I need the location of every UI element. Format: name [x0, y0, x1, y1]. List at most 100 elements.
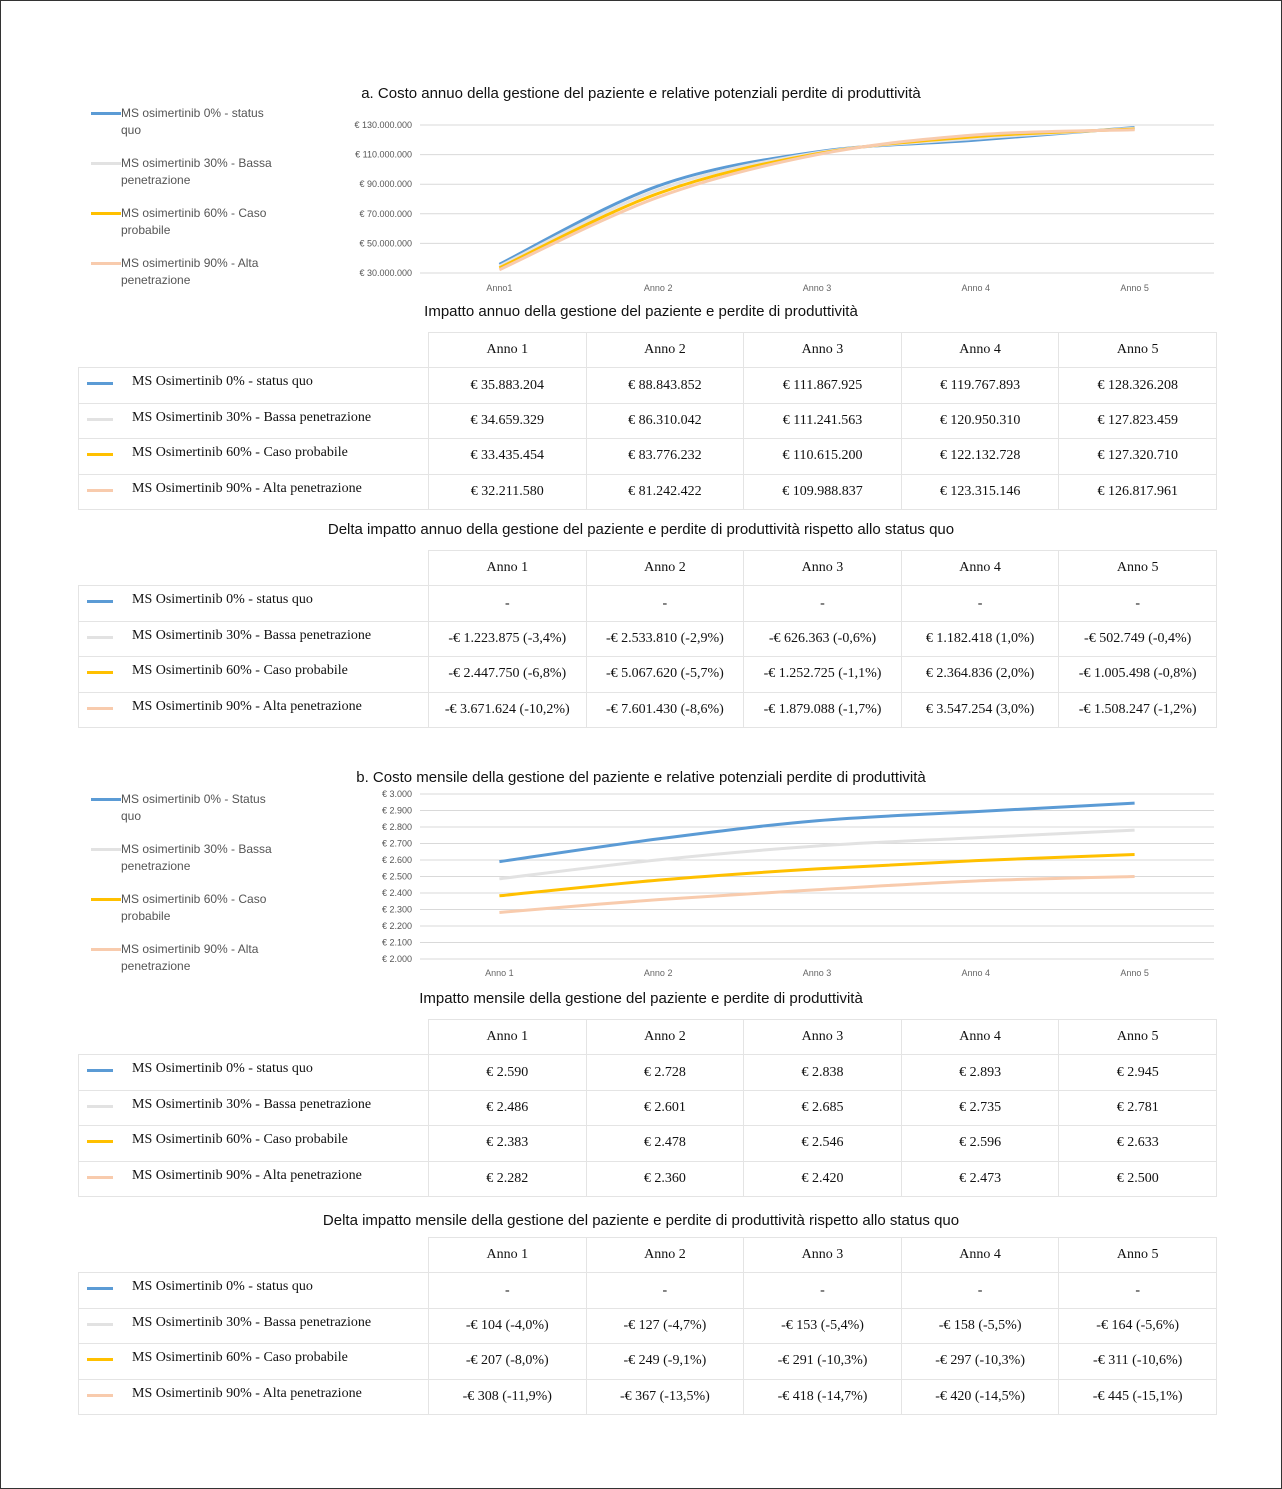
row-swatch	[87, 1140, 113, 1144]
series-line	[499, 853, 1135, 898]
table-cell: € 2.596	[900, 1125, 1060, 1162]
row-swatch	[87, 706, 113, 710]
table-title: Delta impatto annuo della gestione del p…	[327, 521, 955, 538]
column-header: Anno 1	[428, 550, 587, 587]
table-cell: -	[428, 585, 587, 622]
table-cell: -€ 207 (-8,0%)	[428, 1343, 587, 1380]
column-header: Anno 1	[428, 1237, 587, 1274]
x-tick-label: Anno 2	[644, 968, 673, 978]
row-label-text: MS Osimertinib 30% - Bassa penetrazione	[132, 627, 372, 643]
table-cell: € 35.883.204	[428, 367, 587, 404]
row-label-text: MS Osimertinib 30% - Bassa penetrazione	[132, 1096, 372, 1112]
y-tick-label: € 30.000.000	[359, 268, 412, 278]
table-cell: € 2.383	[428, 1125, 587, 1162]
legend-entry: MS osimertinib 90% - Alta penetrazione	[91, 941, 273, 975]
table-cell: € 2.590	[428, 1054, 587, 1091]
row-label: MS Osimertinib 0% - status quo	[78, 585, 429, 622]
table-cell: -	[743, 1272, 902, 1309]
table-title: Delta impatto mensile della gestione del…	[322, 1212, 960, 1229]
table-cell: € 86.310.042	[585, 402, 745, 440]
column-header: Anno 5	[1058, 1237, 1217, 1274]
row-label-text: MS Osimertinib 0% - status quo	[132, 374, 313, 390]
table-cell: € 2.728	[585, 1054, 745, 1091]
table-cell: € 1.182.418 (1,0%)	[900, 620, 1060, 658]
row-swatch	[87, 635, 113, 639]
row-swatch	[87, 1104, 113, 1108]
row-swatch	[87, 1322, 113, 1326]
table-cell: € 2.360	[585, 1160, 745, 1197]
table-cell: -	[900, 1272, 1060, 1309]
x-tick-label: Anno 5	[1120, 968, 1149, 978]
row-label-text: MS Osimertinib 90% - Alta penetrazione	[132, 480, 362, 496]
column-header: Anno 2	[585, 332, 745, 369]
column-header: Anno 3	[743, 1019, 902, 1056]
legend-entry: MS osimertinib 30% - Bassa penetrazione	[91, 155, 273, 189]
y-tick-label: € 3.000	[382, 789, 412, 799]
column-header: Anno 1	[428, 332, 587, 369]
row-label: MS Osimertinib 90% - Alta penetrazione	[78, 473, 429, 510]
y-tick-label: € 50.000.000	[359, 238, 412, 248]
legend-swatch	[91, 948, 121, 951]
table-cell: € 2.486	[428, 1089, 587, 1127]
column-header: Anno 2	[585, 550, 745, 587]
row-swatch	[87, 1358, 113, 1362]
y-tick-label: € 90.000.000	[359, 179, 412, 189]
x-tick-label: Anno 3	[803, 283, 832, 293]
table-cell: € 32.211.580	[428, 473, 587, 510]
table-cell: € 120.950.310	[900, 402, 1060, 440]
table-cell: -€ 1.508.247 (-1,2%)	[1058, 691, 1217, 728]
table-cell: -€ 7.601.430 (-8,6%)	[585, 691, 745, 728]
table-cell: -	[1058, 1272, 1217, 1309]
table-cell: € 2.838	[743, 1054, 902, 1091]
series-line	[498, 128, 1135, 272]
table-cell: € 2.633	[1058, 1125, 1217, 1162]
row-label: MS Osimertinib 60% - Caso probabile	[78, 438, 429, 475]
table-cell: € 119.767.893	[900, 367, 1060, 404]
x-tick-label: Anno 1	[485, 968, 514, 978]
series-line	[499, 801, 1135, 864]
table-cell: -€ 1.005.498 (-0,8%)	[1058, 656, 1217, 693]
table-cell: -€ 297 (-10,3%)	[900, 1343, 1060, 1380]
y-tick-label: € 2.400	[382, 888, 412, 898]
column-header: Anno 5	[1058, 1019, 1217, 1056]
row-label-text: MS Osimertinib 60% - Caso probabile	[132, 663, 348, 679]
row-label: MS Osimertinib 0% - status quo	[78, 1054, 429, 1091]
legend-label: MS osimertinib 30% - Bassa penetrazione	[121, 156, 272, 187]
y-tick-label: € 2.200	[382, 921, 412, 931]
y-tick-label: € 2.800	[382, 822, 412, 832]
row-label: MS Osimertinib 60% - Caso probabile	[78, 656, 429, 693]
legend-label: MS osimertinib 90% - Alta penetrazione	[121, 942, 259, 973]
table-cell: -€ 104 (-4,0%)	[428, 1307, 587, 1345]
legend-label: MS osimertinib 60% - Caso probabile	[121, 892, 267, 923]
table-cell: € 2.735	[900, 1089, 1060, 1127]
row-label-text: MS Osimertinib 30% - Bassa penetrazione	[132, 1314, 372, 1330]
row-swatch	[87, 1069, 113, 1073]
table-title: Impatto annuo della gestione del pazient…	[424, 303, 858, 320]
row-swatch	[87, 382, 113, 386]
row-label-text: MS Osimertinib 60% - Caso probabile	[132, 1350, 348, 1366]
legend-label: MS osimertinib 0% - status quo	[121, 106, 264, 137]
y-tick-label: € 70.000.000	[359, 209, 412, 219]
row-swatch	[87, 1393, 113, 1397]
legend-entry: MS osimertinib 90% - Alta penetrazione	[91, 255, 273, 289]
table-cell: -€ 1.252.725 (-1,1%)	[743, 656, 902, 693]
table-cell: € 88.843.852	[585, 367, 745, 404]
row-swatch	[87, 417, 113, 421]
table-cell: -€ 249 (-9,1%)	[585, 1343, 745, 1380]
legend-entry: MS osimertinib 60% - Caso probabile	[91, 205, 273, 239]
x-tick-label: Anno 3	[803, 968, 832, 978]
table-cell: € 2.473	[900, 1160, 1060, 1197]
x-tick-label: Anno 2	[644, 283, 673, 293]
series-line	[498, 126, 1135, 268]
table-cell: -€ 367 (-13,5%)	[585, 1378, 745, 1415]
row-label-text: MS Osimertinib 90% - Alta penetrazione	[132, 1167, 362, 1183]
column-header: Anno 4	[900, 332, 1060, 369]
row-swatch	[87, 488, 113, 492]
row-label: MS Osimertinib 30% - Bassa penetrazione	[78, 620, 429, 658]
chart-title: a. Costo annuo della gestione del pazien…	[361, 85, 921, 102]
y-tick-label: € 2.700	[382, 839, 412, 849]
legend-entry: MS osimertinib 0% - Status quo	[91, 791, 273, 825]
y-tick-label: € 2.600	[382, 855, 412, 865]
row-label: MS Osimertinib 30% - Bassa penetrazione	[78, 402, 429, 440]
row-label: MS Osimertinib 30% - Bassa penetrazione	[78, 1307, 429, 1345]
